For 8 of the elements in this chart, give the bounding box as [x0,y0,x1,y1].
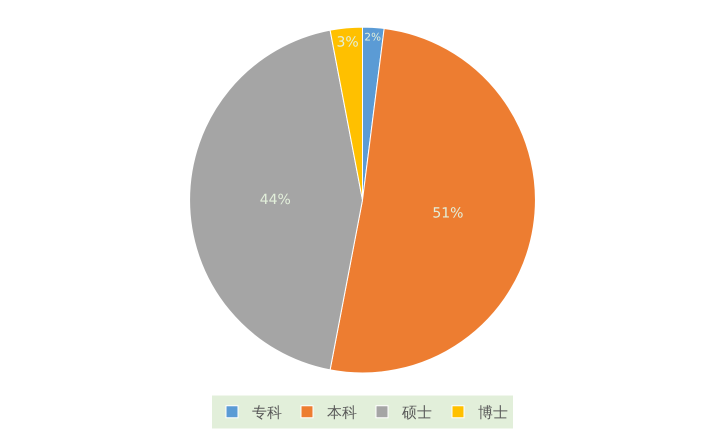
data-label: 2% [364,32,382,44]
legend-label: 硕士 [401,404,432,422]
legend-label: 博士 [478,404,508,422]
data-label: 3% [336,34,359,51]
legend-label: 专科 [252,404,282,422]
legend-label: 本科 [327,404,357,422]
data-label: 51% [432,206,464,222]
data-label: 44% [260,192,291,208]
